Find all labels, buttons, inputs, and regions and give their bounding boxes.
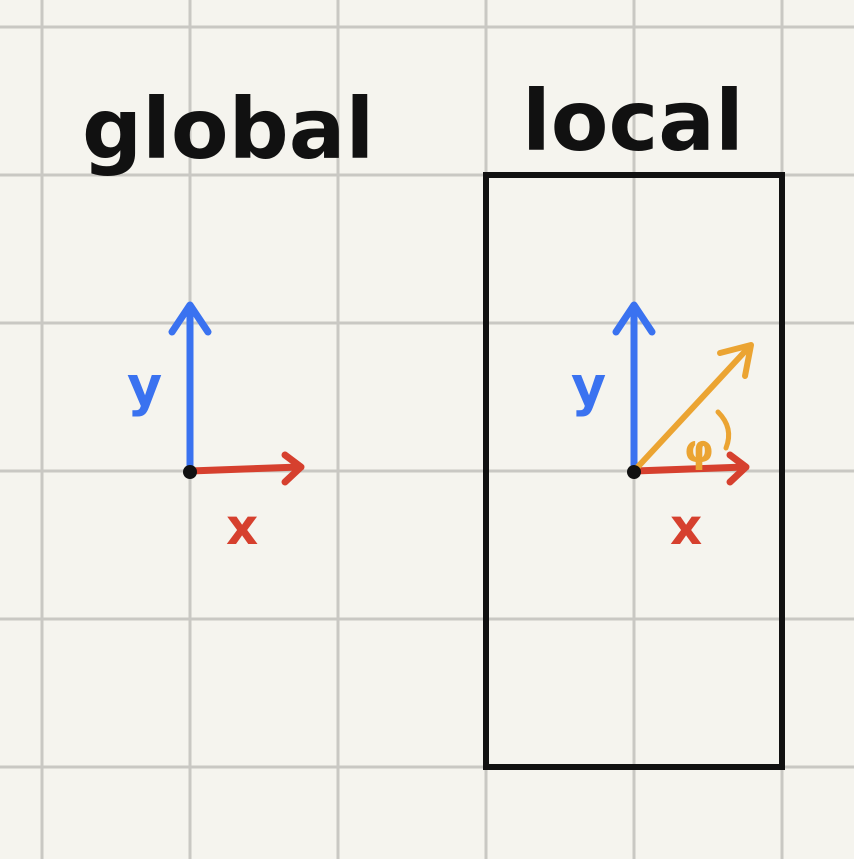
local-x-axis bbox=[630, 451, 750, 486]
global-origin-dot bbox=[183, 465, 197, 479]
local-title: local bbox=[522, 72, 744, 170]
global-title: global bbox=[82, 80, 374, 178]
local-angle-label: φ bbox=[684, 427, 714, 471]
local-body-rectangle bbox=[483, 172, 785, 770]
global-frame: global y x bbox=[82, 80, 374, 556]
global-x-axis bbox=[186, 451, 305, 486]
local-y-axis bbox=[612, 301, 656, 475]
global-y-axis bbox=[168, 301, 212, 475]
local-x-label: x bbox=[670, 498, 702, 556]
local-origin-dot bbox=[627, 465, 641, 479]
local-y-label: y bbox=[571, 355, 606, 418]
local-angle-arc bbox=[715, 409, 732, 451]
local-frame: local y x φ bbox=[483, 72, 785, 770]
local-vector bbox=[631, 342, 754, 474]
global-y-label: y bbox=[127, 355, 162, 418]
global-x-label: x bbox=[226, 498, 258, 556]
